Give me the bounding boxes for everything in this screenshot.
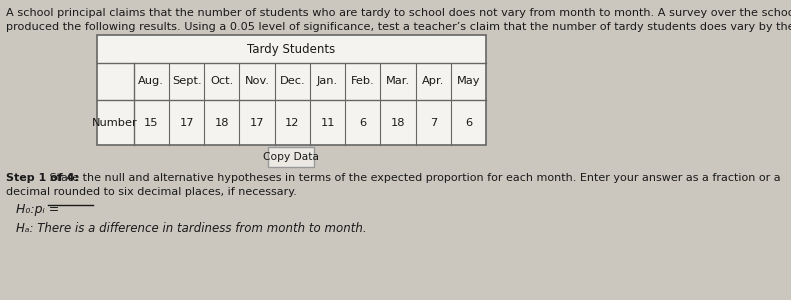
Text: Sept.: Sept. xyxy=(172,76,202,86)
FancyBboxPatch shape xyxy=(268,147,314,167)
Text: 15: 15 xyxy=(144,118,158,128)
Text: Oct.: Oct. xyxy=(210,76,233,86)
Text: May: May xyxy=(457,76,480,86)
Text: Dec.: Dec. xyxy=(279,76,305,86)
Text: 18: 18 xyxy=(391,118,405,128)
Text: 17: 17 xyxy=(250,118,264,128)
Text: Step 1 of 4:: Step 1 of 4: xyxy=(6,173,79,183)
Text: Apr.: Apr. xyxy=(422,76,445,86)
Text: Tardy Students: Tardy Students xyxy=(248,43,335,56)
Text: 11: 11 xyxy=(320,118,335,128)
Text: A school principal claims that the number of students who are tardy to school do: A school principal claims that the numbe… xyxy=(6,8,791,18)
Text: 6: 6 xyxy=(359,118,366,128)
Text: 17: 17 xyxy=(180,118,194,128)
Text: Jan.: Jan. xyxy=(317,76,338,86)
Text: Hₐ: There is a difference in tardiness from month to month.: Hₐ: There is a difference in tardiness f… xyxy=(16,222,366,235)
Bar xyxy=(97,35,486,145)
Text: Copy Data: Copy Data xyxy=(263,152,320,162)
Text: Aug.: Aug. xyxy=(138,76,165,86)
Text: 6: 6 xyxy=(465,118,472,128)
Text: Nov.: Nov. xyxy=(244,76,270,86)
Text: 18: 18 xyxy=(214,118,229,128)
Text: H₀:pᵢ =: H₀:pᵢ = xyxy=(16,203,59,216)
Text: 12: 12 xyxy=(285,118,300,128)
Text: Number: Number xyxy=(93,118,138,128)
Text: State the null and alternative hypotheses in terms of the expected proportion fo: State the null and alternative hypothese… xyxy=(46,173,781,183)
Text: Feb.: Feb. xyxy=(351,76,375,86)
Text: Mar.: Mar. xyxy=(386,76,411,86)
Text: 7: 7 xyxy=(430,118,437,128)
Text: produced the following results. Using a 0.05 level of significance, test a teach: produced the following results. Using a … xyxy=(6,22,791,32)
Text: decimal rounded to six decimal places, if necessary.: decimal rounded to six decimal places, i… xyxy=(6,187,297,197)
